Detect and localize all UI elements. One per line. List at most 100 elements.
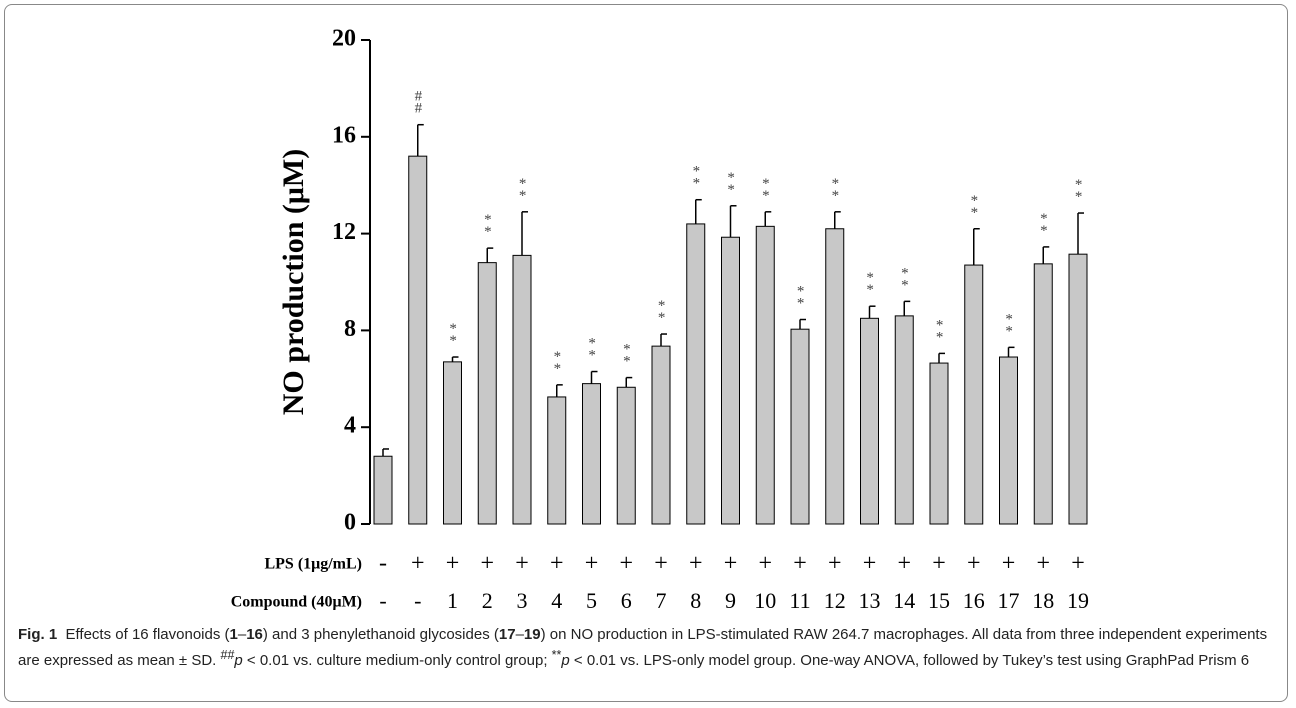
significance-label: **	[932, 317, 948, 341]
bar	[1068, 253, 1088, 525]
bar	[755, 225, 775, 525]
lps-label: +	[411, 551, 425, 577]
significance-label: **	[966, 193, 982, 217]
bar	[443, 361, 462, 525]
x-tick-label: 7	[656, 588, 667, 613]
lps-label: +	[897, 551, 911, 577]
lps-label: +	[1071, 551, 1085, 577]
bar	[512, 254, 532, 525]
bar	[408, 155, 428, 525]
bar	[999, 356, 1018, 525]
bar	[686, 223, 706, 525]
lps-label: +	[1002, 551, 1016, 577]
bar	[477, 262, 497, 525]
significance-label: **	[827, 176, 843, 200]
significance-label: **	[480, 212, 496, 236]
significance-label: **	[688, 164, 704, 188]
lps-label: +	[1036, 551, 1050, 577]
caption-label: Fig. 1	[18, 626, 58, 643]
caption-text: 19	[523, 626, 541, 643]
significance-label: **	[758, 176, 774, 200]
caption-text: 16	[246, 626, 263, 643]
caption: Fig. 1 Effects of 16 flavonoids (1–16) a…	[18, 624, 1278, 671]
x-tick-label: 3	[517, 588, 528, 613]
bar	[894, 315, 914, 525]
bar	[582, 383, 601, 525]
significance-label: **	[549, 349, 565, 373]
bar	[721, 236, 740, 525]
caption-text: ) on NO production in LPS-stimulated RAW…	[18, 626, 1268, 669]
significance-label: ##	[410, 89, 426, 113]
y-tick-label: 4	[344, 413, 356, 439]
x-tick-label: 16	[963, 588, 985, 613]
chart: NO production (μM) LPS (1μg/mL) Compound…	[231, 26, 1089, 614]
x-tick-label: 14	[893, 588, 915, 613]
lps-label: +	[724, 551, 738, 577]
y-tick-label: 0	[344, 510, 356, 536]
x-tick-label: -	[414, 588, 421, 613]
lps-label: -	[379, 551, 387, 577]
lps-label: +	[758, 551, 772, 577]
bar	[825, 228, 845, 525]
lps-label: +	[480, 551, 494, 577]
row-label: Compound (40μM)	[231, 594, 362, 611]
significance-label: **	[723, 170, 739, 194]
bar	[860, 317, 879, 525]
caption-text: –	[515, 626, 524, 643]
bar	[547, 396, 567, 525]
significance-label: **	[1071, 177, 1087, 201]
x-tick-label: 6	[621, 588, 632, 613]
bar	[790, 328, 810, 525]
caption-text: Effects of 16 flavonoids (	[65, 626, 230, 643]
caption-text: p	[561, 652, 570, 669]
y-tick-label: 20	[332, 26, 356, 52]
x-tick-label: 18	[1032, 588, 1054, 613]
y-axis-label: NO production (μM)	[277, 149, 310, 415]
significance-label: **	[793, 284, 809, 308]
lps-label: +	[619, 551, 633, 577]
x-tick-label: 19	[1067, 588, 1089, 613]
y-tick-label: 8	[344, 316, 356, 342]
lps-label: +	[585, 551, 599, 577]
x-tick-label: 15	[928, 588, 950, 613]
caption-text: **	[551, 648, 562, 662]
lps-label: +	[515, 551, 529, 577]
bar	[929, 362, 949, 525]
bar	[616, 386, 636, 525]
x-tick-label: 17	[998, 588, 1020, 613]
bar	[373, 455, 393, 525]
caption-text: ) and 3 phenylethanoid glycosides (	[262, 626, 499, 643]
significance-label: **	[515, 176, 531, 200]
significance-label: **	[1001, 311, 1017, 335]
caption-text: < 0.01 vs. culture medium-only control g…	[242, 652, 552, 669]
lps-label: +	[932, 551, 946, 577]
lps-label: +	[446, 551, 460, 577]
caption-text: –	[237, 626, 247, 643]
significance-label: **	[862, 270, 878, 294]
x-tick-label: 11	[789, 588, 810, 613]
lps-label: +	[967, 551, 981, 577]
lps-label: +	[550, 551, 564, 577]
x-tick-label: 12	[824, 588, 846, 613]
x-tick-label: 5	[586, 588, 597, 613]
caption-text: ##	[220, 648, 235, 662]
lps-label: +	[828, 551, 842, 577]
x-tick-label: 2	[482, 588, 493, 613]
significance-label: **	[445, 321, 461, 345]
lps-label: +	[863, 551, 877, 577]
bar	[1033, 263, 1053, 525]
figure-frame	[4, 4, 1288, 702]
caption-text: 1	[229, 626, 238, 643]
bar	[651, 345, 671, 525]
x-tick-label: 8	[690, 588, 701, 613]
x-tick-label: -	[379, 588, 386, 613]
lps-label: +	[654, 551, 668, 577]
significance-label: **	[584, 336, 600, 360]
y-tick-label: 16	[332, 122, 356, 148]
caption-text: < 0.01 vs. LPS-only model group. One-way…	[569, 652, 1250, 669]
significance-label: **	[654, 298, 670, 322]
row-label: LPS (1μg/mL)	[264, 556, 362, 573]
significance-label: **	[1036, 211, 1052, 235]
x-tick-label: 13	[859, 588, 881, 613]
caption-text: p	[234, 652, 243, 669]
